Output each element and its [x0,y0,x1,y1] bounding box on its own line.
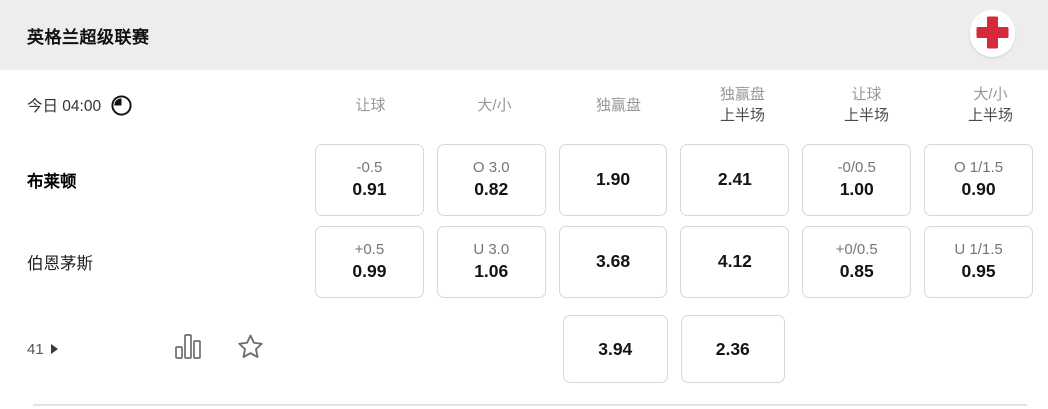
away-team-name: 伯恩茅斯 [27,254,93,273]
column-header-over-under-first-half: 大/小 上半场 [967,86,1013,124]
match-content: 今日 04:00 让球 大/小 独赢盘 [0,70,1048,406]
team-name-cell: 伯恩茅斯 [27,250,302,274]
stats-button[interactable] [174,332,202,367]
odds-home-handicap[interactable]: -0.5 0.91 [315,143,424,216]
odds-away-handicap-first-half[interactable]: +0/0.5 0.85 [802,225,912,298]
odds-away-moneyline-first-half[interactable]: 4.12 [680,225,790,298]
england-flag-badge [970,9,1015,60]
clock-icon [110,94,133,117]
team-row-away: 伯恩茅斯 +0.5 0.99 U 3.0 1.06 3.68 4.12 +0/0… [27,225,1033,298]
bar-chart-icon [174,332,202,367]
favorite-button[interactable] [235,332,266,367]
match-time-cell: 今日 04:00 [27,94,302,117]
home-team-name: 布莱顿 [27,172,77,191]
odds-home-moneyline[interactable]: 1.90 [558,143,668,216]
odds-away-moneyline[interactable]: 3.68 [558,225,668,298]
league-header: 英格兰超级联赛 [0,0,1048,70]
odds-home-moneyline-first-half[interactable]: 2.41 [680,143,790,216]
england-cross-icon [970,9,1015,60]
empty-cell [798,349,909,350]
odds-home-over-first-half[interactable]: O 1/1.5 0.90 [924,143,1033,216]
empty-cell [439,349,550,350]
odds-away-under[interactable]: U 3.0 1.06 [436,225,546,298]
column-header-handicap-first-half: 让球 上半场 [843,86,889,124]
team-name-cell: 布莱顿 [27,168,302,192]
team-row-home: 布莱顿 -0.5 0.91 O 3.0 0.82 1.90 2.41 -0/0.… [27,143,1033,216]
match-time: 今日 04:00 [27,98,102,115]
footer-tools-cell: 41 [27,332,302,367]
bottom-divider [33,404,1027,406]
column-header-moneyline-first-half: 独赢盘 上半场 [719,86,765,124]
column-header-handicap: 让球 [355,96,386,114]
league-title: 英格兰超级联赛 [27,27,150,47]
caret-right-icon [50,344,58,354]
star-icon [235,332,266,367]
odds-home-over[interactable]: O 3.0 0.82 [436,143,546,216]
odds-draw-moneyline-first-half[interactable]: 2.36 [680,315,785,383]
column-header-moneyline: 独赢盘 [595,96,641,114]
empty-cell [922,349,1033,350]
odds-home-handicap-first-half[interactable]: -0/0.5 1.00 [802,143,912,216]
draw-row: 41 [27,315,1033,383]
empty-cell [315,349,426,350]
more-markets-link[interactable]: 41 [27,341,58,358]
more-markets-count: 41 [27,340,44,358]
odds-draw-moneyline[interactable]: 3.94 [563,315,668,383]
odds-away-under-first-half[interactable]: U 1/1.5 0.95 [924,225,1033,298]
odds-away-handicap[interactable]: +0.5 0.99 [315,225,424,298]
column-header-over-under: 大/小 [477,96,512,114]
market-header-row: 今日 04:00 让球 大/小 独赢盘 [27,70,1033,140]
